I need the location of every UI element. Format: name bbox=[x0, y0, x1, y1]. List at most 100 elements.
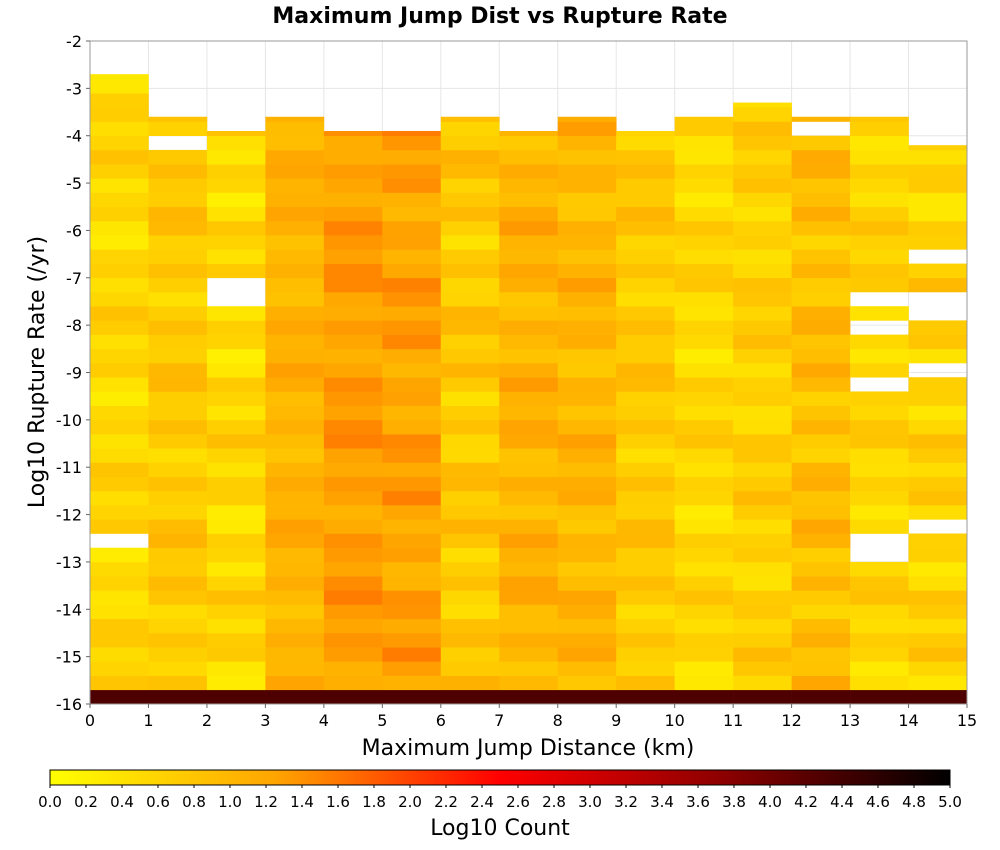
heatmap-cell bbox=[440, 277, 500, 293]
heatmap-cell bbox=[382, 363, 442, 378]
heatmap-cell bbox=[733, 462, 792, 477]
heatmap-cell bbox=[557, 590, 617, 605]
heatmap-cell bbox=[323, 263, 383, 279]
heatmap-cell bbox=[90, 476, 149, 492]
heatmap-cell bbox=[908, 149, 968, 165]
heatmap-cell bbox=[557, 235, 617, 250]
heatmap-cell bbox=[908, 277, 968, 293]
heatmap-cell bbox=[791, 448, 851, 463]
plot-area bbox=[89, 40, 968, 705]
heatmap-cell bbox=[791, 661, 851, 676]
heatmap-cell bbox=[323, 661, 383, 676]
heatmap-cell bbox=[557, 348, 617, 364]
heatmap-cell bbox=[733, 178, 792, 193]
heatmap-cell bbox=[791, 164, 851, 179]
heatmap-cell bbox=[323, 462, 383, 477]
heatmap-cell bbox=[382, 277, 442, 293]
heatmap-cell bbox=[791, 320, 851, 335]
colorbar-tick-label: 1.2 bbox=[254, 793, 278, 811]
heatmap-cell bbox=[206, 263, 266, 279]
colorbar-tick-label: 2.6 bbox=[506, 793, 530, 811]
heatmap-cell bbox=[674, 419, 734, 435]
heatmap-cell bbox=[382, 689, 442, 705]
heatmap-cell bbox=[616, 235, 675, 250]
heatmap-cell bbox=[616, 547, 675, 563]
heatmap-cell bbox=[382, 462, 442, 477]
heatmap-cell bbox=[382, 178, 442, 193]
heatmap-cell bbox=[850, 434, 909, 449]
heatmap-cell bbox=[850, 220, 909, 236]
heatmap-cell bbox=[382, 348, 442, 364]
heatmap-cell bbox=[557, 164, 617, 179]
heatmap-cell bbox=[206, 192, 266, 208]
colorbar-tick-label: 2.0 bbox=[398, 793, 422, 811]
y-tick-label: -11 bbox=[56, 458, 82, 477]
heatmap-cell bbox=[90, 462, 149, 477]
heatmap-cell bbox=[850, 590, 909, 605]
heatmap-cell bbox=[733, 377, 792, 392]
heatmap-cell bbox=[674, 363, 734, 378]
x-tick-label: 9 bbox=[611, 711, 621, 730]
heatmap-cell bbox=[265, 647, 325, 662]
heatmap-cell bbox=[265, 206, 325, 222]
heatmap-cell bbox=[850, 647, 909, 662]
heatmap-cell bbox=[733, 192, 792, 208]
heatmap-cells bbox=[90, 74, 968, 705]
heatmap-cell bbox=[791, 377, 851, 392]
heatmap-cell bbox=[440, 533, 500, 549]
heatmap-cell bbox=[674, 490, 734, 506]
heatmap-cell bbox=[499, 561, 559, 577]
heatmap-cell bbox=[850, 263, 909, 279]
y-tick-label: -13 bbox=[56, 553, 82, 572]
heatmap-cell bbox=[791, 235, 851, 250]
y-tick-label: -10 bbox=[56, 411, 82, 430]
y-tick-label: -9 bbox=[66, 364, 82, 383]
heatmap-cell bbox=[323, 363, 383, 378]
heatmap-cell bbox=[265, 277, 325, 293]
heatmap-cell bbox=[791, 632, 851, 648]
heatmap-cell bbox=[616, 689, 675, 705]
heatmap-cell bbox=[850, 476, 909, 492]
heatmap-cell bbox=[382, 405, 442, 421]
heatmap-cell bbox=[440, 306, 500, 321]
heatmap-cell bbox=[148, 249, 208, 264]
heatmap-cell bbox=[148, 576, 208, 591]
heatmap-cell bbox=[206, 519, 266, 534]
heatmap-cell bbox=[791, 391, 851, 406]
heatmap-cell bbox=[323, 490, 383, 506]
heatmap-cell bbox=[382, 192, 442, 208]
heatmap-cell bbox=[382, 249, 442, 264]
heatmap-cell bbox=[499, 249, 559, 264]
heatmap-cell bbox=[908, 419, 968, 435]
heatmap-cell bbox=[557, 206, 617, 222]
heatmap-cell bbox=[206, 363, 266, 378]
heatmap-cell bbox=[440, 320, 500, 335]
x-tick-label: 15 bbox=[957, 711, 977, 730]
heatmap-cell bbox=[148, 277, 208, 293]
heatmap-cell bbox=[850, 348, 909, 364]
y-tick-label: -12 bbox=[56, 506, 82, 525]
x-tick-label: 0 bbox=[85, 711, 95, 730]
heatmap-cell bbox=[206, 391, 266, 406]
heatmap-cell bbox=[850, 206, 909, 222]
heatmap-cell bbox=[557, 334, 617, 350]
heatmap-cell bbox=[733, 121, 792, 137]
heatmap-cell bbox=[616, 130, 675, 137]
heatmap-cell bbox=[908, 661, 968, 676]
heatmap-cell bbox=[908, 561, 968, 577]
heatmap-cell bbox=[206, 206, 266, 222]
heatmap-cell bbox=[148, 405, 208, 421]
heatmap-cell bbox=[382, 661, 442, 676]
heatmap-cell bbox=[148, 547, 208, 563]
heatmap-cell bbox=[440, 334, 500, 350]
heatmap-cell bbox=[206, 675, 266, 691]
heatmap-cell bbox=[499, 689, 559, 705]
heatmap-cell bbox=[499, 135, 559, 151]
heatmap-cell bbox=[850, 178, 909, 193]
heatmap-cell bbox=[382, 377, 442, 392]
heatmap-cell bbox=[791, 590, 851, 605]
colorbar-tick-label: 4.8 bbox=[902, 793, 926, 811]
heatmap-cell bbox=[499, 632, 559, 648]
heatmap-cell bbox=[148, 604, 208, 620]
heatmap-cell bbox=[908, 462, 968, 477]
